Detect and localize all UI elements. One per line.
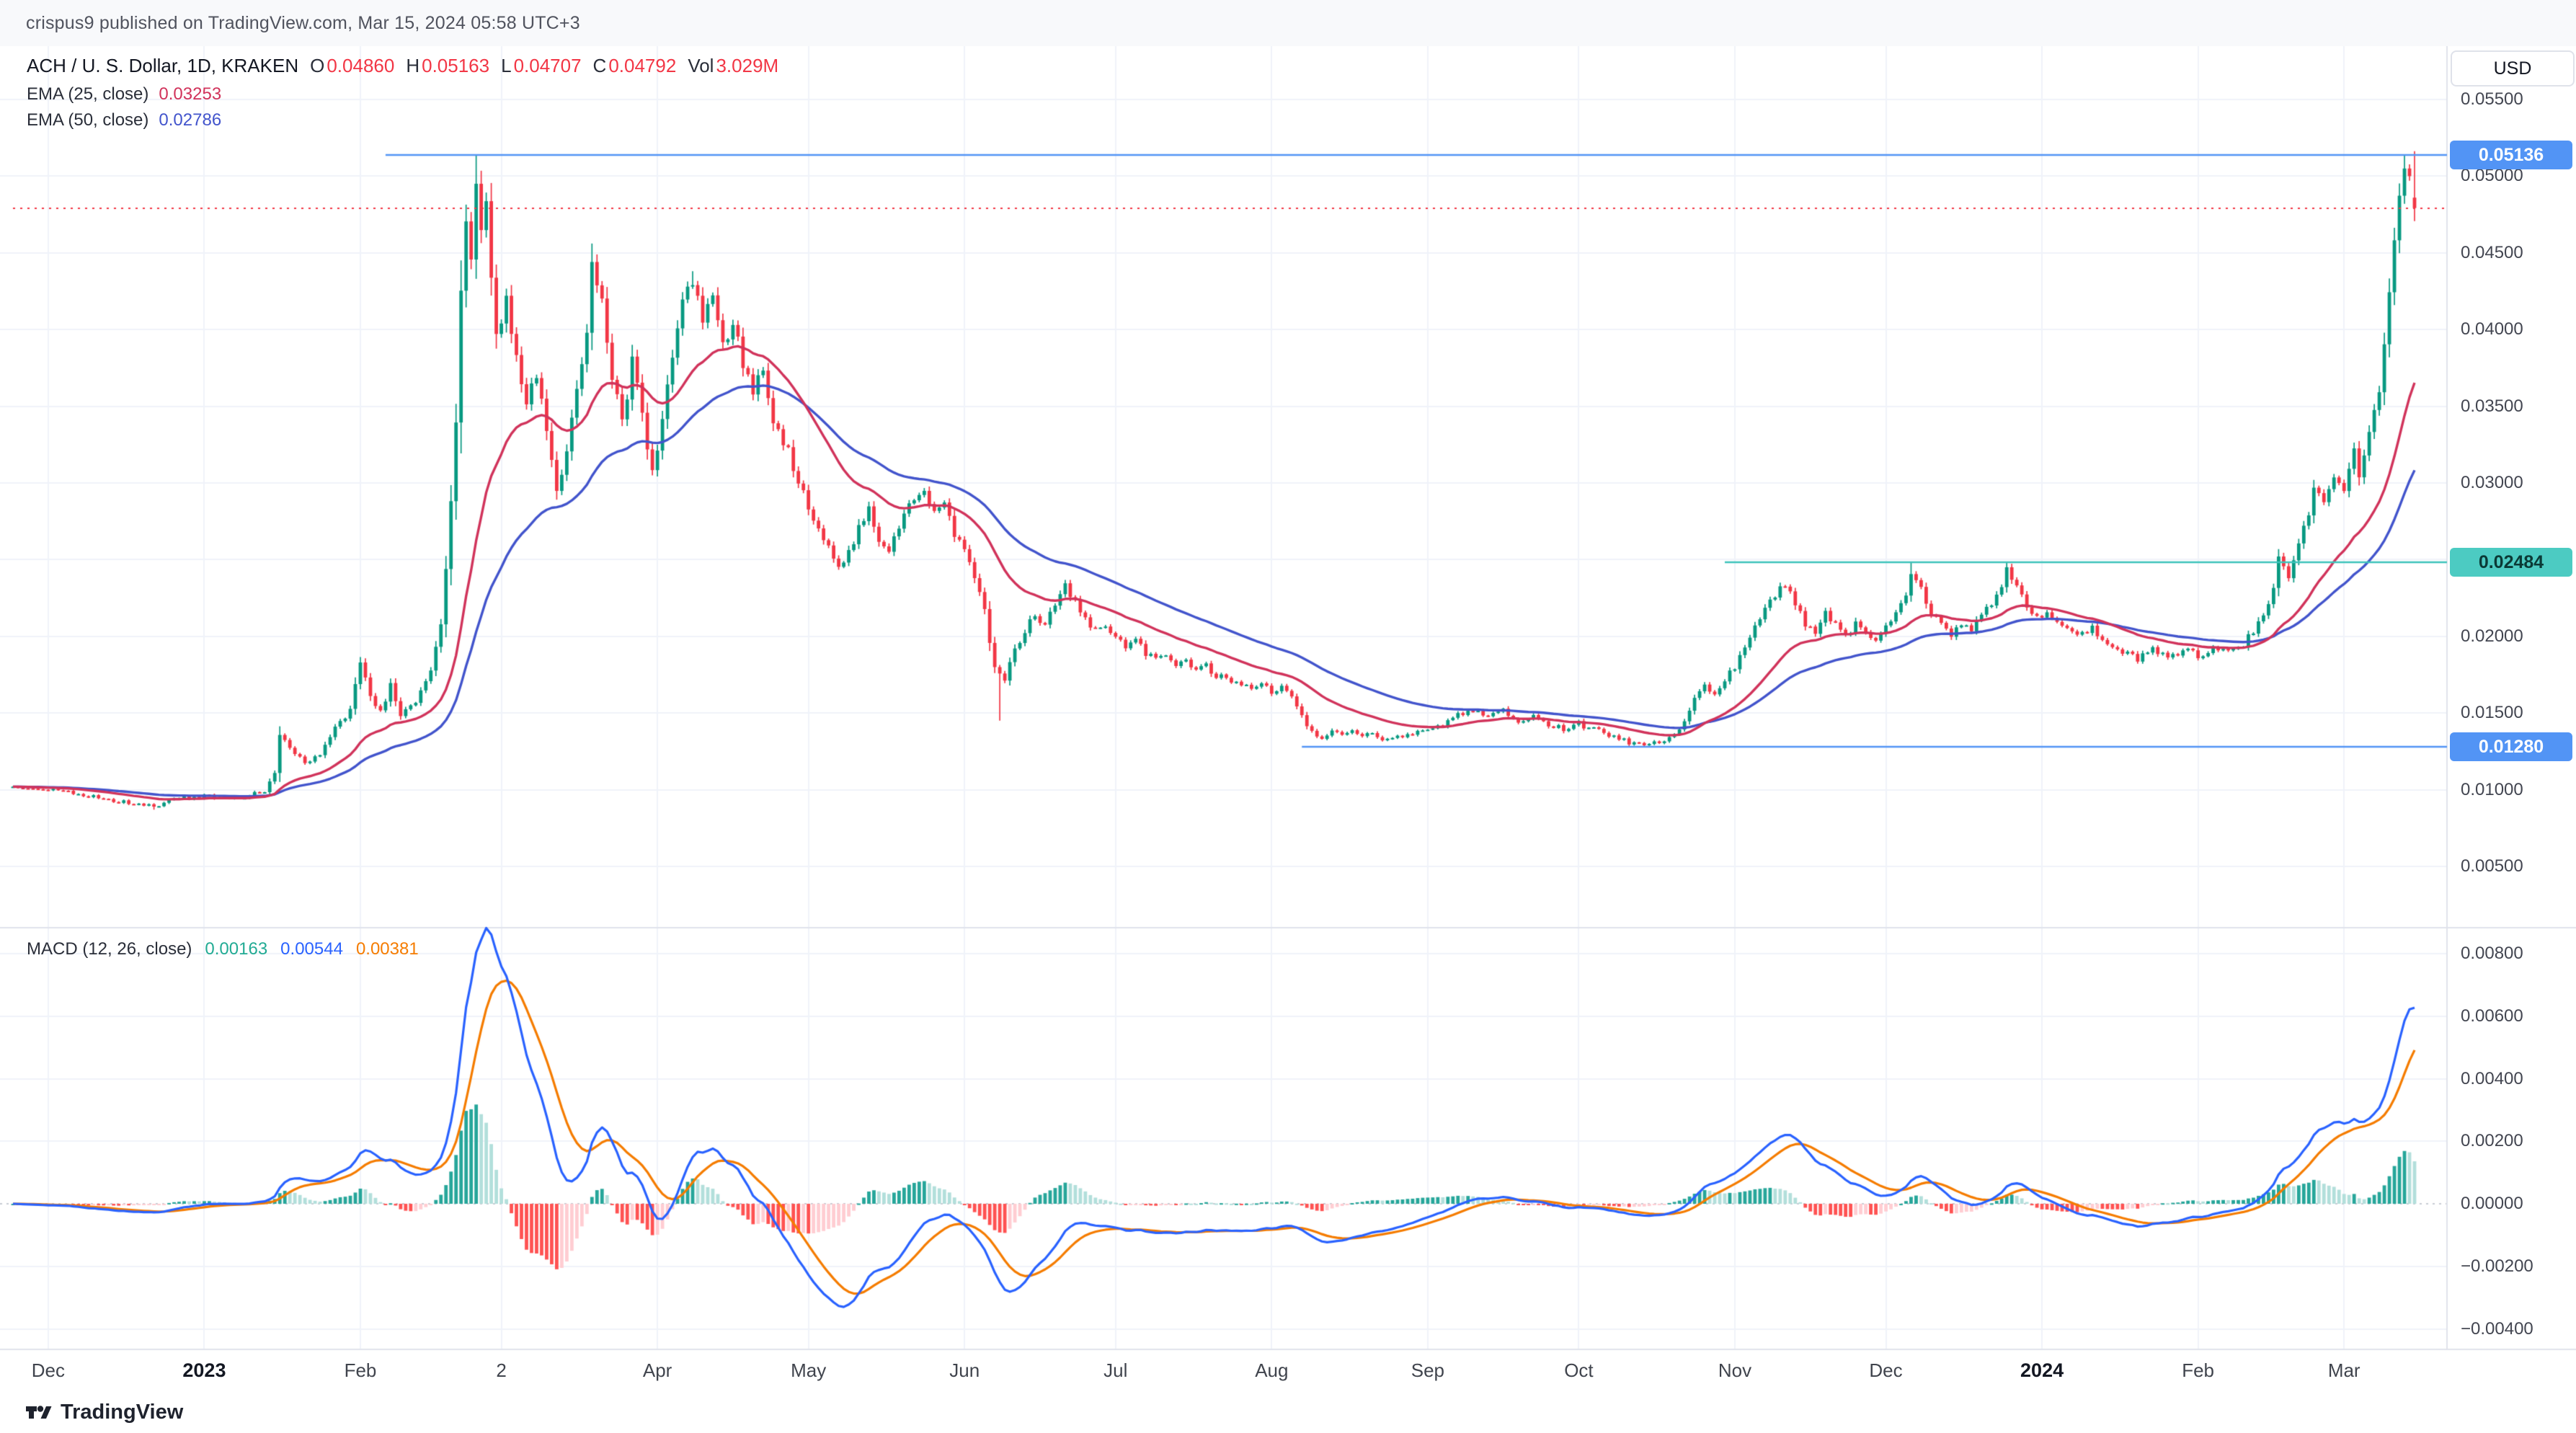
time-axis-label: Oct [1564,1359,1594,1381]
low-value: 0.04707 [513,55,582,76]
price-axis-label: 0.01000 [2461,779,2523,799]
symbol-title[interactable]: ACH / U. S. Dollar, 1D, KRAKEN [27,55,299,76]
price-axis-label: 0.01500 [2461,703,2523,723]
close-value: 0.04792 [608,55,677,76]
tradingview-logo-text[interactable]: TradingView [61,1400,184,1424]
macd-axis-label: 0.00800 [2461,944,2523,963]
time-axis-label: Sep [1411,1359,1445,1381]
low-pair: L 0.04707 [501,55,581,77]
attribution-bar: crispus9 published on TradingView.com, M… [0,0,2576,46]
attribution-text: crispus9 published on TradingView.com, M… [26,12,580,33]
footer-bar: TradingView [0,1391,2576,1433]
volume-pair: Vol 3.029M [688,55,778,77]
time-axis-label: Feb [344,1359,377,1381]
ema25-value: 0.03253 [159,84,222,104]
time-axis-label: May [791,1359,827,1381]
ema50-value: 0.02786 [159,110,222,130]
time-axis-label: Mar [2327,1359,2360,1381]
open-value: 0.04860 [327,55,395,76]
price-axis-label: 0.00500 [2461,856,2523,876]
time-axis-label: Dec [1869,1359,1903,1381]
macd-axis-label: −0.00200 [2461,1256,2533,1276]
price-axis-label: 0.05500 [2461,89,2523,109]
low-label: L [501,55,512,76]
time-axis-label: Jun [949,1359,980,1381]
currency-selector[interactable]: USD [2451,50,2575,86]
time-axis-label: Feb [2182,1359,2215,1381]
macd-axis-label: 0.00400 [2461,1068,2523,1088]
macd-legend: MACD (12, 26, close) 0.00163 0.00544 0.0… [27,939,419,959]
ema50-row: EMA (50, close) 0.02786 [27,110,778,130]
price-axis-label: 0.03500 [2461,396,2523,416]
price-line-badge: 0.05136 [2450,141,2572,170]
macd-label[interactable]: MACD (12, 26, close) [27,939,192,959]
ohlc-row: ACH / U. S. Dollar, 1D, KRAKEN O 0.04860 … [27,55,778,77]
macd-axis-label: 0.00000 [2461,1194,2523,1213]
ema25-row: EMA (25, close) 0.03253 [27,84,778,105]
volume-value: 3.029M [716,55,779,76]
macd-hist-value: 0.00163 [205,939,268,959]
time-axis-label: 2023 [182,1359,226,1381]
macd-axis-label: 0.00200 [2461,1131,2523,1151]
macd-line-value: 0.00544 [280,939,343,959]
time-axis-label: 2024 [2020,1359,2064,1381]
price-axis-label: 0.04000 [2461,319,2523,340]
time-axis-label: Dec [31,1359,66,1381]
open-label: O [310,55,325,76]
macd-axis-label: 0.00600 [2461,1006,2523,1026]
high-value: 0.05163 [422,55,490,76]
price-axis-label: 0.04500 [2461,242,2523,262]
time-axis-label: Nov [1718,1359,1752,1381]
close-pair: C 0.04792 [593,55,677,77]
price-axis-label: 0.02000 [2461,626,2523,646]
currency-label: USD [2493,58,2532,79]
time-axis-label: Jul [1103,1359,1128,1381]
high-label: H [406,55,420,76]
price-line-badge: 0.02484 [2450,547,2572,577]
tradingview-logo-icon[interactable] [26,1401,52,1423]
price-axis-label: 0.03000 [2461,473,2523,492]
ema50-label[interactable]: EMA (50, close) [27,110,149,130]
ema25-label[interactable]: EMA (25, close) [27,84,149,104]
time-axis-label: Apr [642,1359,672,1381]
time-axis-label: Aug [1255,1359,1289,1381]
open-pair: O 0.04860 [310,55,394,77]
close-label: C [592,55,607,76]
macd-signal-value: 0.00381 [355,939,419,959]
price-line-badge: 0.01280 [2450,732,2572,762]
main-legend: ACH / U. S. Dollar, 1D, KRAKEN O 0.04860 … [27,55,778,136]
time-axis-label: 2 [496,1359,507,1381]
volume-label: Vol [688,55,714,76]
macd-axis-label: −0.00400 [2461,1318,2533,1339]
high-pair: H 0.05163 [406,55,489,77]
